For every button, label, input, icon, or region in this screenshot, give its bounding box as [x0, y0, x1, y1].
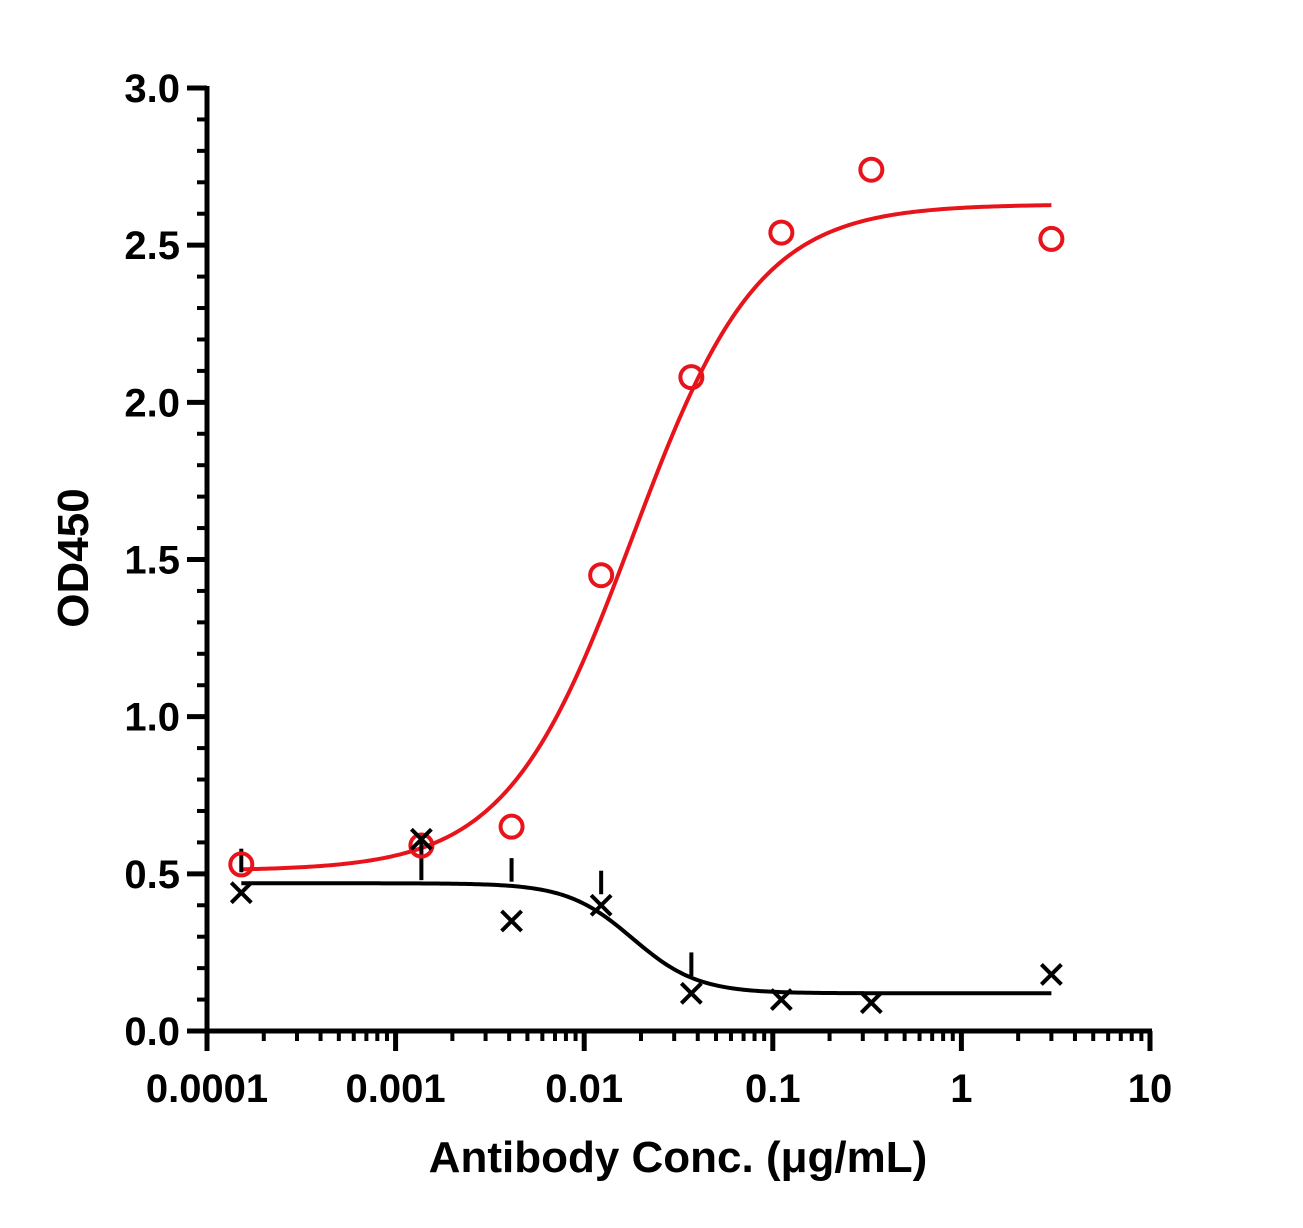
data-point-cross: [409, 827, 433, 851]
x-tick-label: 10: [1128, 1067, 1173, 1111]
data-point-circle: [228, 851, 255, 878]
fit-curve-1: [241, 203, 1052, 872]
y-ticks: 0.0 0.5 1.0 1.5 2.0 2.5 3.0: [124, 67, 207, 1054]
y-tick-label: 1.5: [124, 539, 180, 583]
x-tick-label: 1: [950, 1067, 972, 1111]
data-point-circle: [678, 364, 705, 391]
x-ticks: 0.0001 0.001 0.01 0.1 1 10: [146, 1031, 1172, 1111]
y-tick-label: 3.0: [124, 67, 180, 111]
x-tick-label: 0.1: [745, 1067, 801, 1111]
data-point-circle: [1038, 225, 1065, 252]
x-tick-label: 0.001: [346, 1067, 446, 1111]
x-axis: 0.0001 0.001 0.01 0.1 1 10: [146, 1028, 1172, 1111]
data-point-circle: [768, 219, 795, 246]
y-tick-label: 2.5: [124, 224, 180, 268]
data-point-cross: [769, 988, 793, 1011]
cross-stroke: [679, 981, 703, 1005]
cross-stroke: [500, 909, 523, 933]
data-point-cross: [589, 893, 613, 917]
data-points: [228, 156, 1065, 1015]
data-point-circle: [408, 832, 435, 859]
cross-stroke: [1039, 963, 1063, 986]
data-point-circle: [498, 813, 525, 840]
error-bars: [239, 839, 694, 976]
data-point-circle: [858, 156, 885, 183]
y-tick-label: 0.0: [124, 1010, 180, 1054]
fit-curve-2: [241, 881, 1052, 996]
y-tick-label: 0.5: [124, 853, 180, 897]
cross-stroke: [859, 991, 883, 1015]
cross-stroke: [409, 827, 433, 851]
y-axis-title: OD450: [49, 488, 98, 627]
data-point-cross: [859, 991, 883, 1015]
x-tick-label: 0.0001: [146, 1067, 268, 1111]
cross-stroke: [589, 893, 613, 917]
x-tick-label: 0.01: [545, 1067, 623, 1111]
y-axis: 0.0 0.5 1.0 1.5 2.0 2.5 3.0: [124, 67, 210, 1054]
data-point-cross: [229, 881, 253, 905]
data-point-circle: [588, 562, 615, 589]
data-point-cross: [1039, 963, 1063, 986]
cross-stroke: [769, 988, 793, 1011]
fit-curves: [241, 203, 1052, 996]
data-point-cross: [679, 981, 703, 1005]
y-tick-label: 1.0: [124, 696, 180, 740]
cross-stroke: [229, 881, 253, 905]
x-axis-title: Antibody Conc. (μg/mL): [429, 1133, 928, 1182]
data-point-cross: [500, 909, 523, 933]
y-tick-label: 2.0: [124, 381, 180, 425]
